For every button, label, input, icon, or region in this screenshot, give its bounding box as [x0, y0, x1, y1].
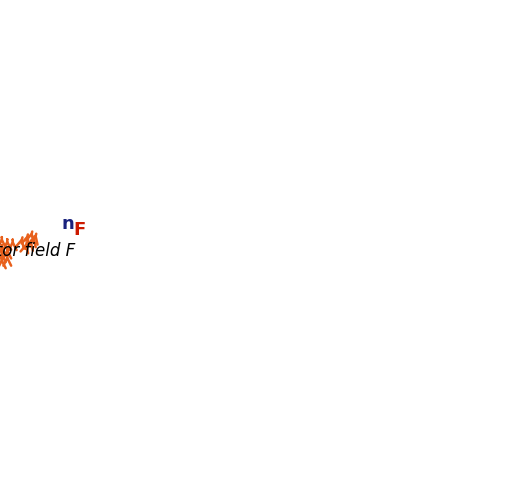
Text: Curve C: Curve C	[0, 490, 1, 491]
Text: n: n	[62, 215, 75, 233]
Text: Vector field F: Vector field F	[0, 242, 76, 260]
Text: F: F	[74, 221, 86, 239]
